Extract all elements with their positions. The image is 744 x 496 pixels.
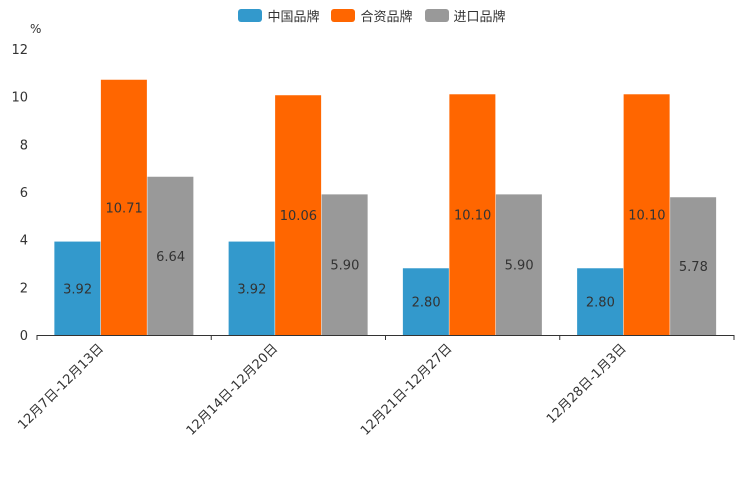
- y-tick-label: 12: [11, 43, 28, 58]
- data-label: 3.92: [63, 282, 92, 297]
- data-label: 3.92: [237, 282, 266, 297]
- legend-label-jv-brand: 合资品牌: [360, 10, 413, 25]
- data-label: 2.80: [586, 296, 615, 311]
- data-label: 10.10: [628, 209, 665, 224]
- x-category-label: 12月28日-1月3日: [544, 341, 630, 427]
- bar[interactable]: [321, 194, 368, 335]
- data-label: 10.71: [106, 201, 143, 216]
- x-axis: 12月7日-12月13日 12月14日-12月20日 12月21日-12月27日 12…: [15, 335, 735, 439]
- data-label: 5.90: [330, 259, 359, 274]
- legend-item-import-brand[interactable]: 进口品牌: [424, 6, 506, 25]
- legend-label-china-brand: 中国品牌: [267, 10, 320, 25]
- bar[interactable]: [54, 241, 101, 335]
- y-tick-label: 8: [20, 138, 28, 153]
- x-category-label: 12月7日-12月13日: [15, 341, 107, 433]
- data-label: 5.90: [505, 259, 534, 274]
- bar[interactable]: [449, 94, 496, 336]
- legend-swatch-jv-brand: [331, 9, 356, 22]
- legend-item-jv-brand[interactable]: 合资品牌: [331, 6, 413, 25]
- data-label: 2.80: [412, 296, 441, 311]
- x-category-label: 12月14日-12月20日: [184, 341, 281, 438]
- bar[interactable]: [577, 268, 624, 335]
- legend-item-china-brand[interactable]: 中国品牌: [238, 6, 319, 25]
- bar[interactable]: [228, 241, 275, 335]
- x-category-label: 12月21日-12月27日: [358, 341, 455, 438]
- data-label: 10.06: [280, 209, 317, 224]
- y-tick-label: 0: [20, 329, 28, 344]
- y-axis-unit-label: %: [30, 22, 41, 36]
- data-label: 5.78: [679, 260, 708, 275]
- data-label: 10.10: [454, 209, 491, 224]
- y-axis: 0 2 4 6 8 10 12: [11, 43, 28, 344]
- bar[interactable]: [402, 268, 449, 335]
- legend-label-import-brand: 进口品牌: [453, 10, 506, 25]
- y-tick-label: 10: [11, 91, 28, 106]
- data-label: 6.64: [156, 250, 185, 265]
- y-tick-label: 4: [20, 234, 28, 249]
- bar[interactable]: [100, 79, 147, 336]
- chart-legend: 中国品牌 合资品牌 进口品牌: [0, 6, 744, 25]
- bar[interactable]: [275, 95, 322, 335]
- legend-swatch-import-brand: [424, 9, 449, 22]
- y-tick-label: 2: [20, 281, 28, 296]
- y-tick-label: 6: [20, 186, 28, 201]
- legend-swatch-china-brand: [238, 9, 263, 22]
- bar[interactable]: [495, 194, 542, 335]
- bars: [54, 79, 717, 336]
- bar[interactable]: [670, 197, 717, 335]
- bar[interactable]: [623, 94, 670, 336]
- bar[interactable]: [147, 176, 194, 335]
- data-labels: 3.92 10.71 6.64 3.92 10.06 5.90 2.80 10.10 5.90 2…: [63, 201, 708, 310]
